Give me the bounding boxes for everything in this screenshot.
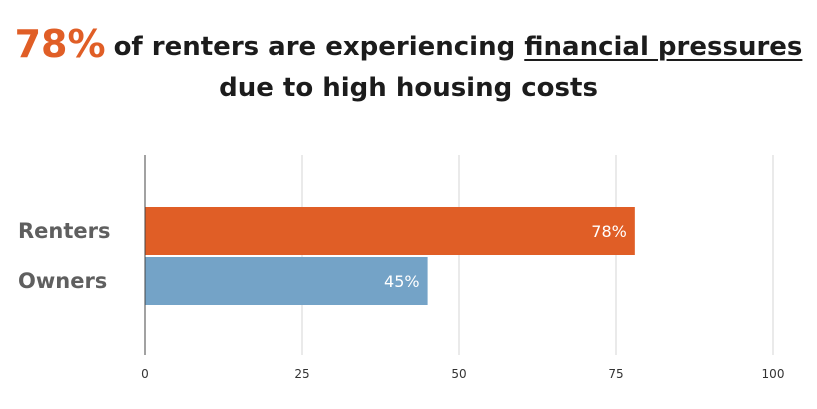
bar-owners xyxy=(145,257,428,305)
headline-highlight-percent: 78% xyxy=(14,22,106,66)
bars: 78% 45% xyxy=(145,207,635,305)
x-tick-label-25: 25 xyxy=(294,367,309,381)
category-label-renters: Renters xyxy=(18,219,111,243)
headline-line-1-text: of renters are experiencing xyxy=(113,32,516,62)
x-tick-label-0: 0 xyxy=(141,367,149,381)
headline-line-2: due to high housing costs xyxy=(219,73,598,103)
data-label-renters: 78% xyxy=(591,222,627,241)
category-labels: Renters Owners xyxy=(18,219,111,293)
headline-line-1: 78% of renters are experiencing financial… xyxy=(0,20,817,71)
data-label-owners: 45% xyxy=(384,272,420,291)
x-tick-labels: 0 25 50 75 100 xyxy=(141,367,784,381)
category-label-owners: Owners xyxy=(18,269,107,293)
x-tick-label-100: 100 xyxy=(762,367,785,381)
x-tick-label-75: 75 xyxy=(608,367,623,381)
headline-underlined-text: financial pressures xyxy=(524,32,803,62)
bar-renters xyxy=(145,207,635,255)
x-tick-label-50: 50 xyxy=(451,367,466,381)
